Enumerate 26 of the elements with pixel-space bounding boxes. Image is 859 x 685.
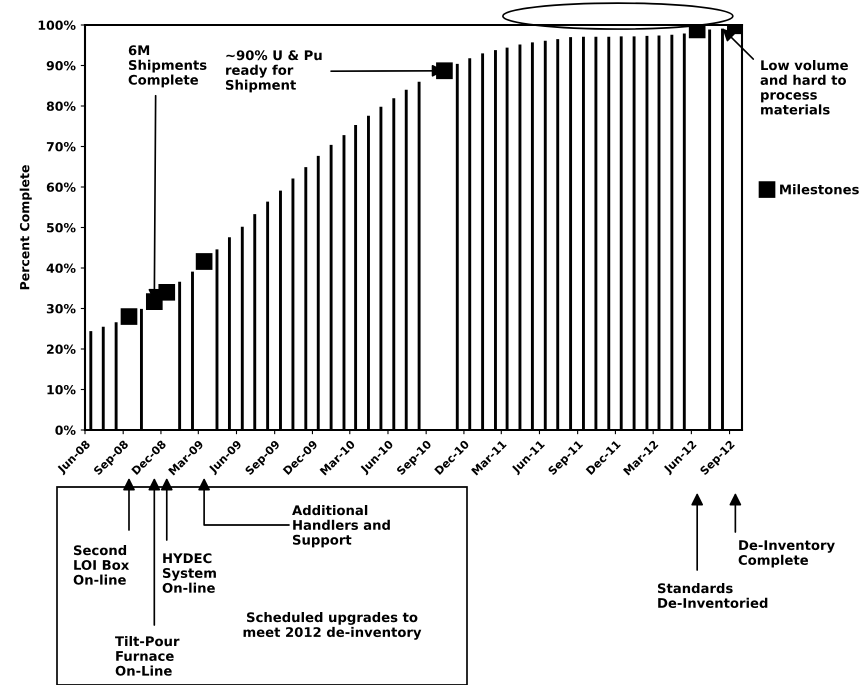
y-tick-label: 90% — [46, 60, 76, 70]
text: Second LOI Box On-line — [74, 545, 130, 585]
y-axis-title: Percent Complete — [20, 165, 32, 290]
y-tick-label: 10% — [47, 384, 76, 394]
text: Tilt-Pour Furnace On-Line — [115, 636, 180, 676]
y-tick-label: 20% — [47, 344, 76, 354]
text: Standards De-Inventoried — [658, 583, 768, 608]
y-tick-label: 50% — [47, 222, 76, 232]
y-tick-label: 0% — [55, 425, 76, 435]
text: Additional Handlers and Support — [292, 505, 390, 548]
legend-label: Milestones — [780, 184, 859, 194]
text: De-Inventory Complete — [738, 540, 835, 568]
y-tick-label: 30% — [46, 304, 76, 314]
y-tick-label: 70% — [46, 142, 76, 152]
point — [158, 284, 176, 301]
annotation: 6M Shipments Complete — [128, 45, 206, 88]
text: HYDEC System On-line — [162, 553, 216, 593]
annotation: ~90% U & Pu ready for Shipment — [226, 50, 322, 92]
y-tick-label: 100% — [38, 20, 76, 30]
annotation: Low volume and hard to process materials — [760, 60, 848, 115]
point — [196, 253, 212, 270]
y-tick-label: 60% — [46, 182, 76, 192]
y-tick-label: 40% — [46, 263, 76, 273]
point — [120, 308, 138, 325]
text: Scheduled upgrades to meet 2012 de-inventory — [244, 612, 422, 640]
y-tick-label: 80% — [46, 101, 76, 111]
